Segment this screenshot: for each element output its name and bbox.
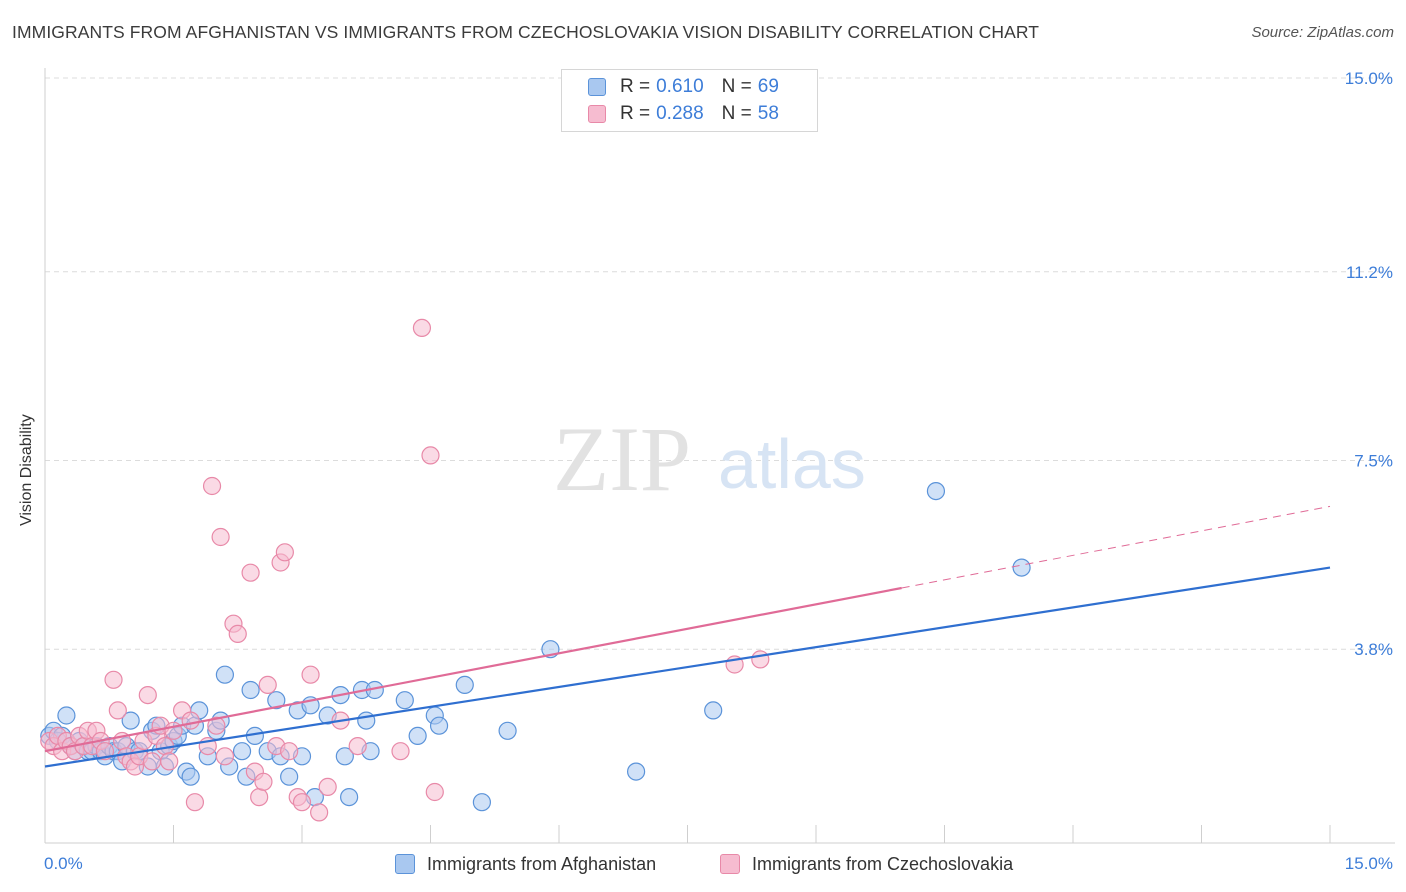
afghanistan-point-40 — [232, 742, 252, 761]
legend-n-value: 58 — [757, 103, 779, 124]
czechoslovakia-point-22 — [138, 685, 157, 705]
y-tick-label-2: 11.2% — [1346, 263, 1393, 282]
legend-r-label: R = — [620, 76, 651, 97]
czechoslovakia-point-14 — [104, 670, 123, 689]
czechoslovakia-point-51 — [310, 803, 329, 822]
source-credit: Source: ZipAtlas.com — [1251, 24, 1394, 41]
afghanistan-point-70 — [926, 482, 946, 501]
legend-r-value: 0.288 — [656, 103, 704, 124]
afghanistan-point-66 — [498, 721, 517, 740]
trend-lines — [44, 505, 1331, 768]
x-tick-label-min: 0.0% — [44, 854, 83, 873]
afghanistan-point-47 — [280, 767, 299, 786]
legend-n-label: N = — [721, 76, 752, 97]
afghanistan-point-68 — [626, 762, 646, 781]
trend-line-afghanistan — [44, 566, 1331, 768]
afghanistan-point-19 — [121, 711, 140, 730]
bottom-legend-czechoslovakia: Immigrants from Czechoslovakia — [720, 852, 1013, 876]
czechoslovakia-point-27 — [160, 752, 179, 771]
afghanistan-point-63 — [429, 716, 449, 735]
afghanistan-point-32 — [181, 767, 200, 786]
czechoslovakia-point-43 — [258, 675, 277, 695]
czechoslovakia-point-35 — [211, 527, 230, 547]
czechoslovakia-point-41 — [250, 787, 269, 807]
czechoslovakia-point-56 — [412, 318, 432, 337]
trend-line-czechoslovakia-extension — [901, 505, 1331, 589]
legend-r-value: 0.610 — [656, 76, 704, 97]
czechoslovakia-point-49 — [292, 793, 312, 812]
legend-n-label: N = — [721, 103, 752, 124]
bottom-legend-afghanistan: Immigrants from Afghanistan — [395, 852, 656, 876]
czechoslovakia-point-50 — [301, 665, 320, 684]
afghanistan-point-61 — [408, 726, 427, 746]
chart-title: IMMIGRANTS FROM AFGHANISTAN VS IMMIGRANT… — [12, 22, 1040, 42]
watermark-atlas: atlas — [718, 425, 866, 503]
afghanistan-point-42 — [241, 680, 260, 700]
tick-labels: 3.8% 7.5% 11.2% 15.0% 0.0% 15.0% — [44, 69, 1393, 873]
czechoslovakia-point-34 — [207, 716, 226, 735]
afghanistan-point-54 — [335, 747, 354, 766]
legend-row-afghanistan: R = 0.610 N = 69 — [588, 75, 779, 99]
bottom-legend-swatch-pink — [720, 854, 740, 874]
czechoslovakia-point-30 — [181, 711, 200, 730]
bottom-legend-swatch-blue — [395, 854, 415, 874]
legend-swatch-blue — [588, 78, 606, 96]
czechoslovakia-point-38 — [228, 624, 247, 644]
x-tick-label-max: 15.0% — [1345, 854, 1393, 873]
legend-row-czechoslovakia: R = 0.288 N = 58 — [588, 102, 779, 126]
axes — [44, 68, 1395, 844]
czechoslovakia-point-58 — [425, 782, 444, 802]
afghanistan-point-64 — [455, 675, 474, 695]
afghanistan-point-4 — [57, 706, 76, 725]
watermark: ZIP atlas — [553, 408, 866, 510]
czechoslovakia-point-57 — [421, 446, 440, 465]
czechoslovakia-point-52 — [318, 777, 337, 797]
afghanistan-point-71 — [1012, 558, 1031, 577]
czechoslovakia-point-46 — [275, 543, 294, 562]
series-czechoslovakia-points — [40, 318, 770, 822]
bottom-legend-label: Immigrants from Afghanistan — [427, 853, 657, 874]
grid-lines — [45, 77, 1395, 650]
czechoslovakia-point-42 — [254, 772, 273, 791]
bottom-legend-label: Immigrants from Czechoslovakia — [752, 853, 1014, 874]
legend-n-value: 69 — [757, 76, 779, 97]
legend-r-label: R = — [620, 103, 651, 124]
afghanistan-point-57 — [357, 711, 376, 730]
czechoslovakia-point-54 — [348, 736, 367, 756]
afghanistan-point-69 — [704, 701, 723, 720]
czechoslovakia-point-55 — [391, 742, 410, 761]
y-tick-label-0: 3.8% — [1354, 640, 1393, 659]
afghanistan-point-38 — [215, 665, 234, 684]
afghanistan-point-45 — [267, 691, 286, 710]
czechoslovakia-point-15 — [108, 701, 127, 720]
afghanistan-point-55 — [340, 787, 359, 807]
y-tick-label-3: 15.0% — [1345, 69, 1393, 88]
trend-line-czechoslovakia — [44, 586, 902, 753]
correlation-legend: R = 0.610 N = 69 R = 0.288 N = 58 — [561, 69, 818, 132]
czechoslovakia-point-36 — [215, 747, 234, 766]
legend-swatch-pink — [588, 105, 606, 123]
czechoslovakia-point-23 — [142, 752, 162, 771]
watermark-zip: ZIP — [553, 408, 691, 510]
czechoslovakia-point-60 — [751, 650, 770, 669]
afghanistan-point-60 — [395, 691, 414, 710]
series-afghanistan-points — [40, 482, 1031, 812]
y-tick-label-1: 7.5% — [1354, 452, 1393, 471]
czechoslovakia-point-39 — [241, 563, 260, 582]
afghanistan-point-65 — [472, 793, 491, 812]
czechoslovakia-point-31 — [185, 793, 205, 812]
czechoslovakia-point-47 — [280, 742, 299, 761]
czechoslovakia-point-33 — [202, 476, 222, 496]
